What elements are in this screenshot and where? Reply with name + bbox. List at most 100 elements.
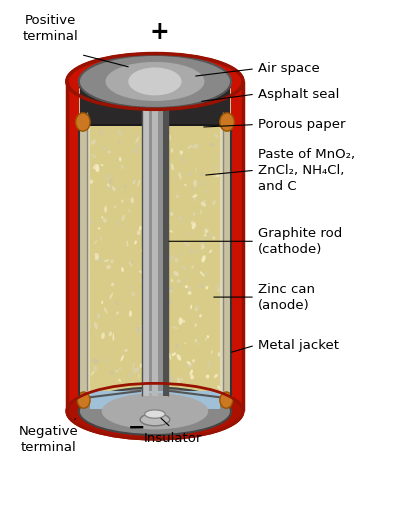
Ellipse shape xyxy=(118,379,121,382)
Ellipse shape xyxy=(187,291,191,295)
Ellipse shape xyxy=(216,284,220,288)
Ellipse shape xyxy=(201,239,205,243)
Polygon shape xyxy=(87,87,222,409)
Ellipse shape xyxy=(181,320,185,323)
Ellipse shape xyxy=(185,233,190,235)
Ellipse shape xyxy=(111,283,114,286)
Ellipse shape xyxy=(194,158,195,162)
Ellipse shape xyxy=(210,350,213,354)
Ellipse shape xyxy=(133,148,137,154)
Polygon shape xyxy=(142,92,148,396)
Ellipse shape xyxy=(121,200,123,203)
Text: Negative
terminal: Negative terminal xyxy=(19,425,79,454)
Ellipse shape xyxy=(93,155,96,159)
Ellipse shape xyxy=(181,223,183,225)
Ellipse shape xyxy=(171,352,176,356)
Ellipse shape xyxy=(88,180,93,184)
Ellipse shape xyxy=(115,370,118,372)
Ellipse shape xyxy=(171,148,173,153)
Ellipse shape xyxy=(199,314,201,318)
Ellipse shape xyxy=(206,335,209,338)
Ellipse shape xyxy=(126,243,128,246)
Ellipse shape xyxy=(167,353,170,358)
Ellipse shape xyxy=(141,249,143,252)
Ellipse shape xyxy=(104,206,107,212)
Ellipse shape xyxy=(139,270,143,274)
Ellipse shape xyxy=(200,181,203,186)
Ellipse shape xyxy=(115,301,118,305)
Ellipse shape xyxy=(94,253,99,258)
Ellipse shape xyxy=(201,255,205,263)
Polygon shape xyxy=(222,84,230,411)
Ellipse shape xyxy=(95,165,99,172)
Ellipse shape xyxy=(192,212,195,216)
Ellipse shape xyxy=(145,320,147,325)
Ellipse shape xyxy=(136,329,140,333)
Ellipse shape xyxy=(131,291,135,297)
Ellipse shape xyxy=(173,177,175,179)
Ellipse shape xyxy=(166,152,168,154)
Ellipse shape xyxy=(172,326,178,329)
Ellipse shape xyxy=(117,130,121,136)
Ellipse shape xyxy=(168,300,172,304)
Ellipse shape xyxy=(132,363,135,367)
Ellipse shape xyxy=(134,323,137,325)
Ellipse shape xyxy=(200,209,201,214)
Ellipse shape xyxy=(191,223,195,229)
Ellipse shape xyxy=(166,220,170,223)
Ellipse shape xyxy=(142,201,148,206)
Ellipse shape xyxy=(166,286,172,291)
Ellipse shape xyxy=(153,176,157,181)
Ellipse shape xyxy=(134,241,136,245)
Ellipse shape xyxy=(101,216,103,219)
Ellipse shape xyxy=(176,280,180,283)
Ellipse shape xyxy=(131,284,133,289)
Ellipse shape xyxy=(92,359,98,364)
Ellipse shape xyxy=(103,307,107,313)
Ellipse shape xyxy=(200,202,205,207)
Ellipse shape xyxy=(187,145,192,149)
Polygon shape xyxy=(79,84,87,411)
Ellipse shape xyxy=(123,185,126,188)
Ellipse shape xyxy=(106,265,111,269)
Ellipse shape xyxy=(217,385,222,391)
Text: Air space: Air space xyxy=(257,62,319,75)
Ellipse shape xyxy=(134,134,138,137)
Ellipse shape xyxy=(169,376,173,382)
Ellipse shape xyxy=(171,255,173,259)
Ellipse shape xyxy=(146,161,148,164)
Ellipse shape xyxy=(203,234,206,236)
Ellipse shape xyxy=(100,164,103,166)
Ellipse shape xyxy=(109,371,114,375)
Polygon shape xyxy=(162,92,167,396)
Ellipse shape xyxy=(96,314,100,319)
Ellipse shape xyxy=(190,305,192,309)
Ellipse shape xyxy=(105,62,204,101)
Ellipse shape xyxy=(111,325,113,328)
Ellipse shape xyxy=(135,136,139,143)
Polygon shape xyxy=(80,84,229,126)
Ellipse shape xyxy=(194,307,197,311)
Ellipse shape xyxy=(175,194,179,198)
Ellipse shape xyxy=(183,242,189,246)
Ellipse shape xyxy=(119,157,122,161)
Ellipse shape xyxy=(101,393,208,429)
Ellipse shape xyxy=(176,354,181,361)
Ellipse shape xyxy=(144,410,165,418)
Ellipse shape xyxy=(145,365,147,369)
Ellipse shape xyxy=(187,393,189,396)
Ellipse shape xyxy=(153,239,156,243)
Ellipse shape xyxy=(177,284,180,287)
Ellipse shape xyxy=(136,230,140,235)
Ellipse shape xyxy=(177,377,180,384)
Ellipse shape xyxy=(146,226,150,230)
Ellipse shape xyxy=(105,359,108,362)
Ellipse shape xyxy=(212,236,215,240)
Ellipse shape xyxy=(167,397,170,401)
Ellipse shape xyxy=(77,392,90,408)
Ellipse shape xyxy=(166,292,167,295)
Text: Porous paper: Porous paper xyxy=(257,118,345,131)
Ellipse shape xyxy=(171,279,173,282)
Ellipse shape xyxy=(215,174,219,177)
Ellipse shape xyxy=(193,180,196,187)
